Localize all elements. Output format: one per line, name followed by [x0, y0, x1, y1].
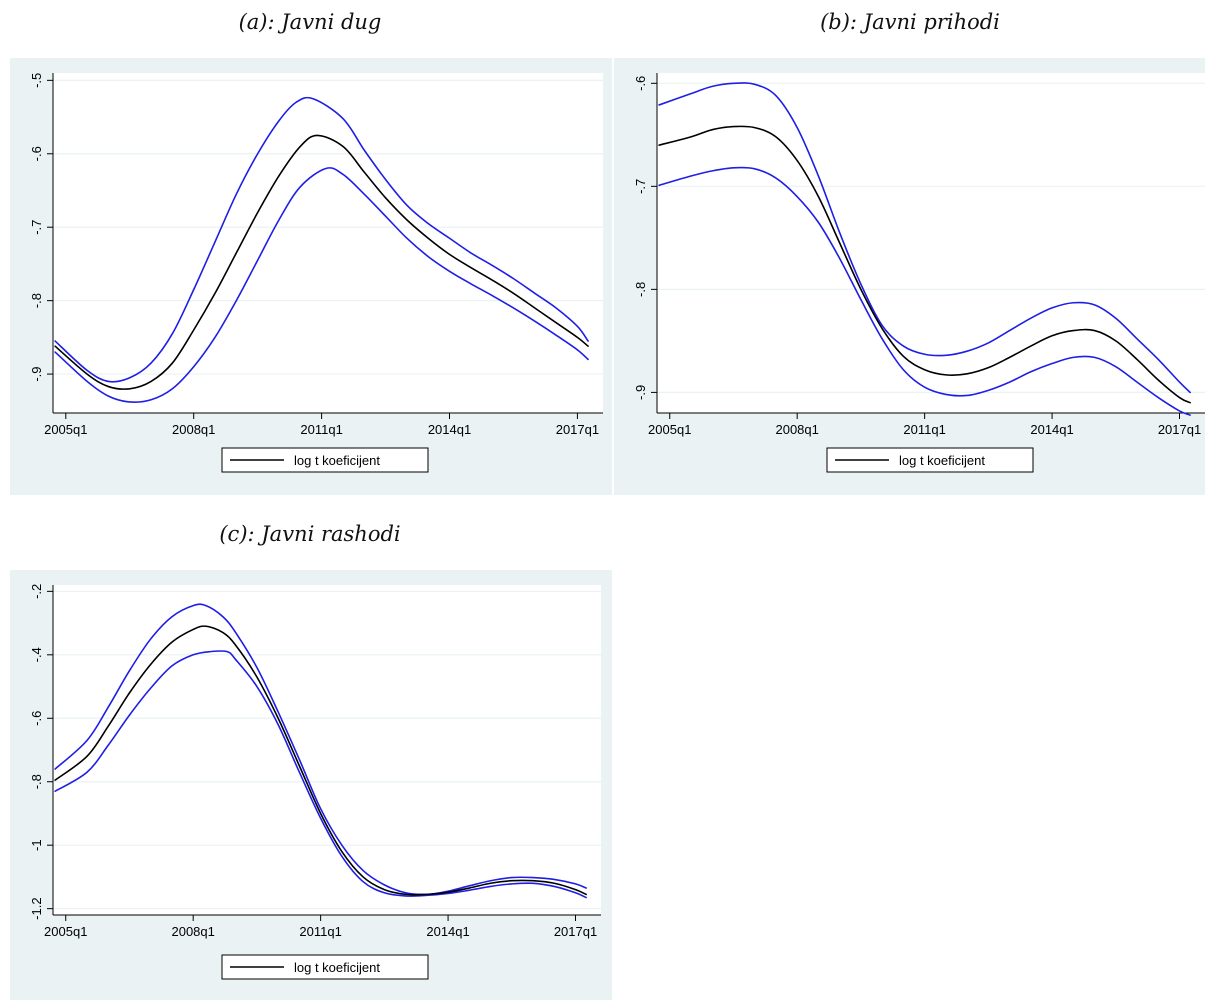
- legend-label: log t koeficijent: [899, 453, 985, 468]
- series-line-band: [658, 82, 1191, 394]
- plot-area: [657, 73, 1205, 413]
- legend-label: log t koeficijent: [294, 960, 380, 975]
- x-tick-label: 2011q1: [300, 422, 342, 437]
- y-tick-label: -.6: [29, 146, 44, 161]
- series-line-main: [54, 625, 587, 896]
- y-tick-label: -.5: [29, 73, 44, 88]
- series-line-main: [54, 134, 589, 390]
- series-line-band: [54, 603, 587, 896]
- legend: log t koeficijent: [826, 447, 1034, 473]
- x-tick-label: 2014q1: [1030, 422, 1073, 437]
- x-tick-label: 2011q1: [903, 422, 945, 437]
- x-tick-label: 2008q1: [171, 924, 214, 939]
- series-line-band: [658, 166, 1191, 416]
- x-tick-label: 2017q1: [1158, 422, 1201, 437]
- series-line-band: [54, 167, 589, 404]
- x-tick-label: 2008q1: [172, 422, 215, 437]
- y-tick-label: -.4: [29, 647, 44, 662]
- y-tick-label: -.8: [633, 282, 648, 297]
- legend-label: log t koeficijent: [294, 453, 380, 468]
- y-tick-label: -.7: [633, 179, 648, 194]
- legend: log t koeficijent: [221, 447, 429, 473]
- y-tick-label: -.8: [29, 293, 44, 308]
- y-tick-label: -.9: [29, 366, 44, 381]
- x-tick-label: 2005q1: [44, 924, 87, 939]
- legend: log t koeficijent: [221, 954, 429, 980]
- y-tick-label: -1.2: [29, 897, 44, 919]
- plot-area: [53, 585, 601, 915]
- x-tick-label: 2005q1: [648, 422, 691, 437]
- y-tick-label: -.7: [29, 220, 44, 235]
- x-tick-label: 2005q1: [44, 422, 87, 437]
- y-tick-label: -.6: [633, 76, 648, 91]
- plot-area: [53, 73, 603, 413]
- y-tick-label: -.6: [29, 711, 44, 726]
- series-line-band: [54, 650, 587, 899]
- y-tick-label: -.8: [29, 774, 44, 789]
- series-line-main: [658, 125, 1191, 404]
- x-tick-label: 2017q1: [556, 422, 599, 437]
- y-tick-label: -.9: [633, 385, 648, 400]
- x-tick-label: 2014q1: [426, 924, 469, 939]
- x-tick-label: 2014q1: [428, 422, 471, 437]
- caption-b: (b): Javni prihodi: [820, 10, 1000, 34]
- caption-c: (c): Javni rashodi: [219, 522, 401, 546]
- chart-panel-c: -.2 -.4 -.6 -.8 -1 -1.2 2005q1 2008q1 2011q1 2014…: [10, 570, 612, 1000]
- y-tick-label: -1: [29, 839, 44, 851]
- caption-a: (a): Javni dug: [238, 10, 382, 34]
- x-tick-label: 2011q1: [299, 924, 341, 939]
- x-tick-label: 2017q1: [554, 924, 597, 939]
- y-tick-label: -.2: [29, 584, 44, 599]
- chart-panel-b: -.6 -.7 -.8 -.9 2005q1 2008q1 2011q1 2014q1 2017…: [614, 58, 1205, 495]
- chart-panel-a: -.5 -.6 -.7 -.8 -.9 2005q1 2008q1 2011q1 2014q1 2…: [10, 58, 612, 495]
- legend-box: [221, 954, 429, 980]
- series-line-band: [54, 96, 589, 383]
- chart-b-svg: -.6 -.7 -.8 -.9 2005q1 2008q1 2011q1 2014q1 2017…: [614, 58, 1205, 495]
- chart-a-svg: -.5 -.6 -.7 -.8 -.9 2005q1 2008q1 2011q1 2014q1 2…: [10, 58, 612, 495]
- x-tick-label: 2008q1: [775, 422, 818, 437]
